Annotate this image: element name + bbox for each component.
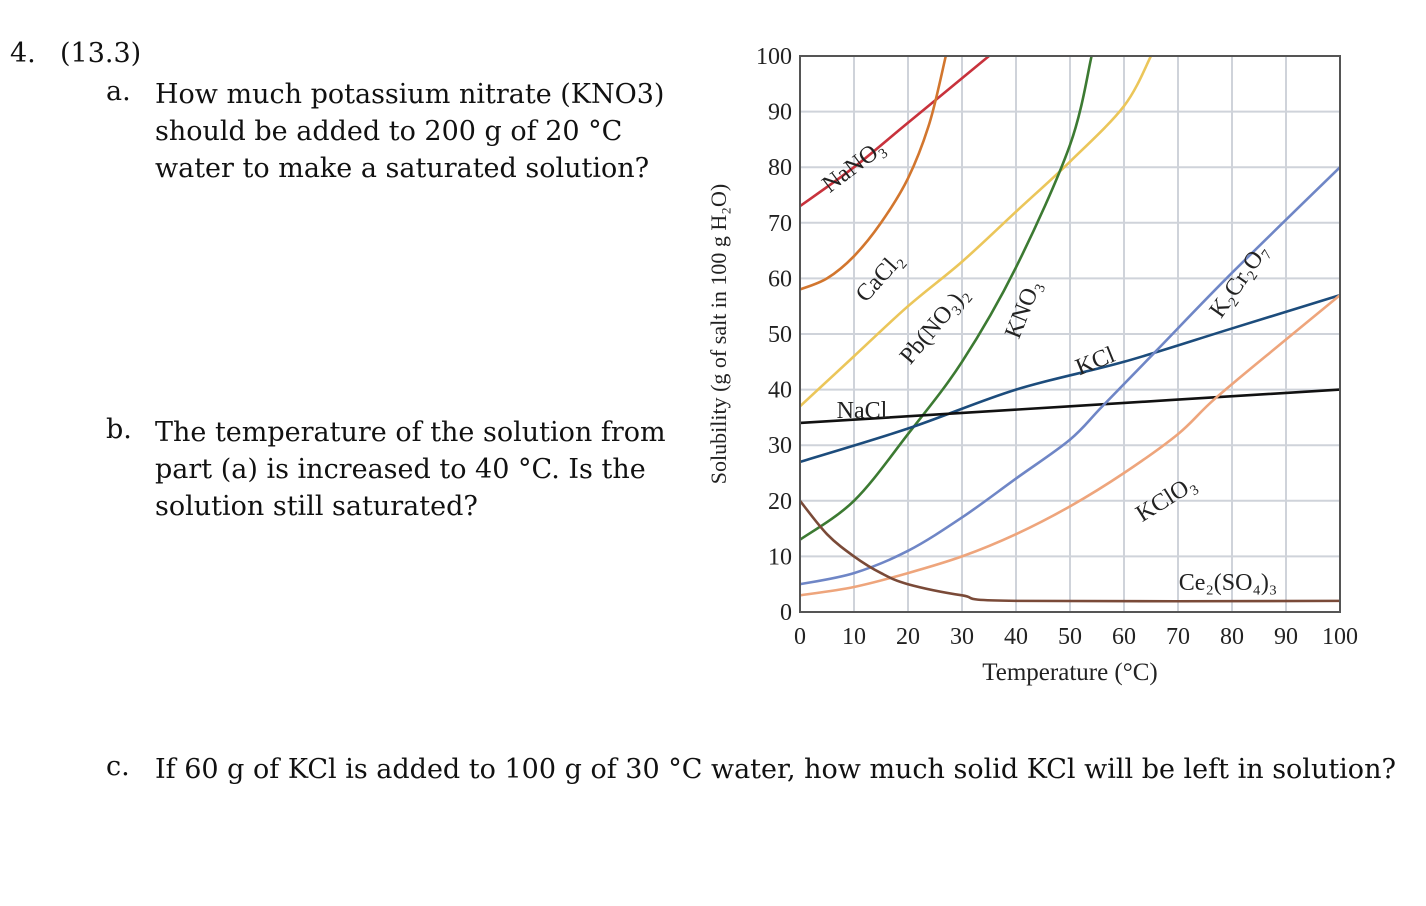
y-tick-label: 50 [768, 322, 792, 348]
part-b-line-3: solution still saturated? [155, 491, 478, 522]
grid [800, 56, 1340, 612]
y-tick-label: 20 [768, 489, 792, 515]
plot-frame [799, 55, 1341, 613]
part-a-line-1: How much potassium nitrate (KNO3) [155, 79, 665, 110]
y-tick-label: 80 [768, 155, 792, 181]
part-b-line-1: The temperature of the solution from [155, 417, 666, 448]
x-tick-label: 30 [950, 624, 974, 650]
part-c-letter: c. [106, 751, 130, 782]
series-line [799, 55, 1153, 408]
series-line [798, 499, 1341, 603]
x-tick-label: 40 [1004, 624, 1028, 650]
x-tick-label: 10 [842, 624, 866, 650]
series-line [799, 55, 948, 291]
series-line [799, 293, 1341, 464]
x-tick-label: 70 [1166, 624, 1190, 650]
series-label: Ce₂(SO₄)₃ [1179, 570, 1277, 596]
x-axis-label: Temperature (°C) [982, 659, 1158, 686]
series-label: KCl [1072, 342, 1119, 381]
y-tick-label: 100 [756, 44, 792, 70]
x-tick-label: 80 [1220, 624, 1244, 650]
series-label: NaCl [837, 398, 888, 424]
tick-labels: 0 10 20 30 40 50 60 70 80 90 100 0 10 20 30 40 50 60 70 80 9… [756, 44, 1358, 650]
series-line [799, 388, 1341, 425]
y-tick-label: 30 [768, 433, 792, 459]
x-tick-label: 50 [1058, 624, 1082, 650]
part-b-letter: b. [106, 414, 132, 445]
part-a-letter: a. [106, 76, 131, 107]
part-a-line-3: water to make a saturated solution? [155, 153, 650, 184]
x-tick-label: 60 [1112, 624, 1136, 650]
x-tick-label: 100 [1322, 624, 1358, 650]
x-tick-label: 0 [794, 624, 806, 650]
part-a-line-2: should be added to 200 g of 20 °C [155, 116, 623, 147]
x-tick-label: 20 [896, 624, 920, 650]
y-tick-label: 10 [768, 544, 792, 570]
series-label: K₂Cr₂O₇ [1205, 239, 1274, 323]
series-line [799, 294, 1341, 597]
series-label: CaCl₂ [851, 247, 909, 307]
part-b-line-2: part (a) is increased to 40 °C. Is the [155, 454, 646, 485]
y-tick-label: 40 [768, 378, 792, 404]
y-tick-label: 0 [780, 600, 792, 626]
y-axis-label: Solubility (g of salt in 100 g H₂O) [706, 184, 731, 484]
y-tick-label: 60 [768, 266, 792, 292]
x-tick-label: 90 [1274, 624, 1298, 650]
question-number: 4. [10, 38, 36, 69]
series-line [799, 166, 1341, 586]
question-section: (13.3) [60, 38, 142, 69]
y-tick-label: 90 [768, 100, 792, 126]
curves [798, 54, 1341, 603]
series-line [799, 55, 1093, 541]
series-line [799, 54, 990, 208]
y-tick-label: 70 [768, 211, 792, 237]
series-label: KClO₃ [1132, 471, 1202, 528]
part-c-line-1: If 60 g of KCl is added to 100 g of 30 °… [155, 754, 1396, 785]
